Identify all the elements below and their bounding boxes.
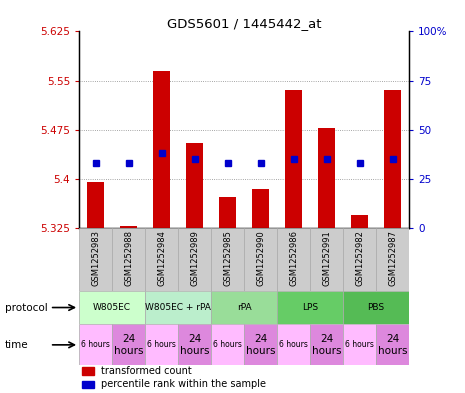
Bar: [82, 367, 94, 375]
Text: percentile rank within the sample: percentile rank within the sample: [100, 380, 266, 389]
Text: transformed count: transformed count: [100, 366, 191, 376]
Bar: [79, 228, 112, 291]
Text: LPS: LPS: [302, 303, 318, 312]
Bar: [310, 228, 343, 291]
Bar: [385, 90, 401, 228]
Text: 24
hours: 24 hours: [114, 334, 143, 356]
Bar: [178, 228, 211, 291]
Bar: [87, 182, 104, 228]
Bar: [343, 228, 376, 291]
Text: rPA: rPA: [237, 303, 252, 312]
Bar: [145, 228, 178, 291]
Bar: [186, 143, 203, 228]
Text: 24
hours: 24 hours: [180, 334, 209, 356]
Bar: [376, 228, 409, 291]
Bar: [277, 291, 343, 324]
Bar: [145, 324, 178, 365]
Text: 24
hours: 24 hours: [312, 334, 341, 356]
Text: GSM1252989: GSM1252989: [190, 230, 199, 286]
Text: 6 hours: 6 hours: [213, 340, 242, 349]
Bar: [211, 228, 244, 291]
Text: 24
hours: 24 hours: [378, 334, 407, 356]
Bar: [120, 226, 137, 228]
Text: 6 hours: 6 hours: [279, 340, 308, 349]
Bar: [319, 128, 335, 228]
Bar: [153, 71, 170, 228]
Text: GSM1252987: GSM1252987: [388, 230, 397, 286]
Bar: [277, 324, 310, 365]
Bar: [352, 215, 368, 228]
Bar: [286, 90, 302, 228]
Text: GSM1252986: GSM1252986: [289, 230, 298, 286]
Text: W805EC: W805EC: [93, 303, 131, 312]
Text: 6 hours: 6 hours: [345, 340, 374, 349]
Text: time: time: [5, 340, 28, 350]
Bar: [376, 324, 409, 365]
Text: 24
hours: 24 hours: [246, 334, 275, 356]
Bar: [79, 324, 112, 365]
Text: GSM1252991: GSM1252991: [322, 230, 331, 286]
Title: GDS5601 / 1445442_at: GDS5601 / 1445442_at: [167, 17, 321, 30]
Bar: [343, 291, 409, 324]
Text: GSM1252985: GSM1252985: [223, 230, 232, 286]
Text: W805EC + rPA: W805EC + rPA: [145, 303, 211, 312]
Text: GSM1252984: GSM1252984: [157, 230, 166, 286]
Bar: [219, 197, 236, 228]
Bar: [277, 228, 310, 291]
Bar: [112, 324, 145, 365]
Text: protocol: protocol: [5, 303, 47, 312]
Text: GSM1252983: GSM1252983: [91, 230, 100, 286]
Text: GSM1252982: GSM1252982: [355, 230, 364, 286]
Bar: [178, 324, 211, 365]
Text: 6 hours: 6 hours: [81, 340, 110, 349]
Bar: [145, 291, 211, 324]
Text: GSM1252988: GSM1252988: [124, 230, 133, 286]
Bar: [82, 380, 94, 388]
Text: 6 hours: 6 hours: [147, 340, 176, 349]
Bar: [343, 324, 376, 365]
Bar: [211, 324, 244, 365]
Bar: [79, 291, 145, 324]
Bar: [244, 228, 277, 291]
Text: PBS: PBS: [368, 303, 385, 312]
Bar: [244, 324, 277, 365]
Bar: [252, 189, 269, 228]
Bar: [310, 324, 343, 365]
Bar: [112, 228, 145, 291]
Text: GSM1252990: GSM1252990: [256, 230, 265, 286]
Bar: [211, 291, 277, 324]
